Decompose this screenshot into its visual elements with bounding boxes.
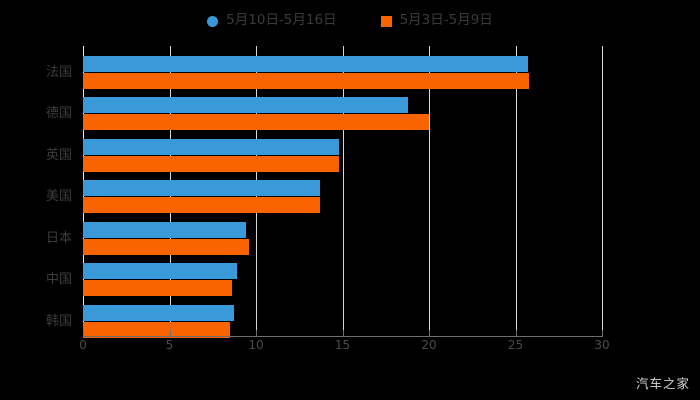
bar-韩国-series-0[interactable] bbox=[83, 304, 234, 321]
bar-美国-series-1[interactable] bbox=[83, 197, 320, 214]
y-axis-label-法国: 法国 bbox=[45, 65, 72, 80]
x-tick-label-5: 5 bbox=[165, 338, 174, 352]
gridline-25 bbox=[515, 46, 517, 336]
tick-mark-15 bbox=[342, 330, 344, 336]
tick-mark-25 bbox=[515, 330, 517, 336]
bar-日本-series-1[interactable] bbox=[83, 238, 250, 255]
circle-marker-icon bbox=[207, 15, 219, 27]
x-tick-label-10: 10 bbox=[248, 338, 264, 352]
bar-中国-series-0[interactable] bbox=[83, 263, 237, 280]
bar-group-法国 bbox=[83, 56, 602, 89]
square-marker-icon bbox=[380, 15, 392, 27]
y-axis-label-日本: 日本 bbox=[45, 230, 72, 246]
legend-item-0[interactable]: 5月10日-5月16日 bbox=[207, 12, 337, 29]
x-tick-label-25: 25 bbox=[507, 338, 524, 352]
gridline-15 bbox=[342, 46, 344, 336]
plot-area bbox=[83, 46, 603, 338]
x-axis-line bbox=[83, 336, 603, 337]
bar-group-韩国 bbox=[83, 304, 602, 338]
bar-group-美国 bbox=[83, 180, 602, 214]
gridline-20 bbox=[429, 46, 430, 336]
y-axis-label-英国: 英国 bbox=[45, 147, 72, 163]
y-axis-label-中国: 中国 bbox=[45, 272, 72, 288]
tick-mark-0 bbox=[83, 330, 84, 336]
y-axis-category-labels: 法国德国英国美国日本中国韩国 bbox=[0, 46, 83, 336]
x-tick-label-30: 30 bbox=[594, 338, 610, 352]
y-axis-label-韩国: 韩国 bbox=[45, 313, 72, 329]
tick-mark-5 bbox=[169, 330, 171, 336]
y-axis-label-美国: 美国 bbox=[45, 189, 72, 205]
bar-中国-series-1[interactable] bbox=[83, 280, 232, 297]
chart-legend: 5月10日-5月16日 5月3日-5月9日 bbox=[0, 8, 700, 34]
bar-英国-series-0[interactable] bbox=[83, 138, 340, 155]
x-tick-label-20: 20 bbox=[421, 338, 437, 352]
watermark: 汽车之家 bbox=[635, 376, 690, 391]
bar-日本-series-0[interactable] bbox=[83, 221, 246, 238]
bar-法国-series-0[interactable] bbox=[83, 56, 528, 72]
bar-group-中国 bbox=[83, 263, 602, 297]
bar-美国-series-0[interactable] bbox=[83, 180, 320, 197]
bar-group-英国 bbox=[83, 138, 602, 172]
bar-韩国-series-1[interactable] bbox=[83, 321, 231, 338]
x-tick-label-0: 0 bbox=[79, 338, 87, 352]
bar-法国-series-1[interactable] bbox=[83, 73, 530, 89]
tick-mark-30 bbox=[602, 330, 603, 336]
tick-mark-20 bbox=[429, 330, 430, 336]
bar-英国-series-1[interactable] bbox=[83, 155, 340, 172]
legend-item-1[interactable]: 5月3日-5月9日 bbox=[380, 12, 493, 29]
legend-label-0: 5月10日-5月16日 bbox=[226, 12, 337, 29]
tick-mark-10 bbox=[256, 330, 257, 336]
y-axis-label-德国: 德国 bbox=[45, 106, 72, 122]
bar-德国-series-1[interactable] bbox=[83, 114, 429, 131]
bar-group-日本 bbox=[83, 221, 602, 255]
bar-德国-series-0[interactable] bbox=[83, 97, 409, 114]
legend-label-1: 5月3日-5月9日 bbox=[399, 12, 493, 29]
x-tick-label-15: 15 bbox=[334, 338, 351, 352]
gridline-30 bbox=[602, 46, 603, 336]
bar-group-德国 bbox=[83, 97, 602, 131]
